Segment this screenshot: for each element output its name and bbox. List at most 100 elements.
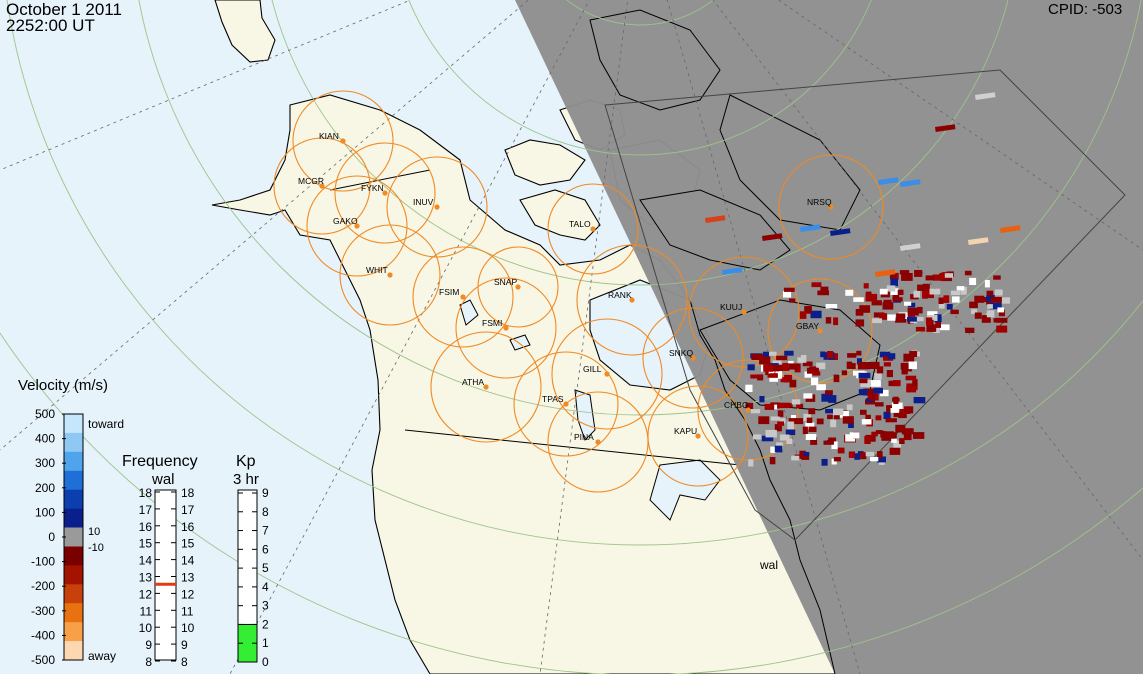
away-label: away — [88, 649, 116, 663]
land-island-north-1 — [504, 139, 586, 186]
fov-ring-whit — [339, 224, 441, 326]
station-dot-snap — [515, 284, 521, 290]
frequency-tick-right: 15 — [181, 537, 195, 551]
frequency-tick-right: 9 — [181, 638, 188, 652]
velocity-tick-label: -100 — [31, 555, 55, 569]
velocity-tick-label: -300 — [31, 604, 55, 618]
cpid-label: CPID: -503 — [1048, 1, 1123, 18]
station-dot-chbg — [745, 407, 751, 413]
velocity-scatter-cells — [705, 92, 1021, 467]
station-dot-tpas — [563, 401, 569, 407]
kp-tick-label: 9 — [262, 486, 269, 500]
velocity-tick-label: 100 — [35, 505, 55, 519]
map-time: 2252:00 UT — [6, 16, 95, 35]
station-label: FSMI — [482, 318, 502, 328]
velocity-colorbar — [63, 413, 84, 661]
frequency-legend-radar: wal — [151, 471, 175, 488]
frequency-tick-left: 11 — [140, 604, 153, 618]
kp-ticks: 9 8 7 6 5 4 3 2 1 0 — [238, 486, 269, 669]
radar-name-label: wal — [759, 558, 778, 572]
frequency-tick-left: 17 — [139, 503, 153, 517]
station-dot-fsim — [460, 294, 466, 300]
kp-tick-label: 8 — [262, 505, 269, 519]
station-dot-kapu — [695, 433, 701, 439]
station-label: FSIM — [439, 287, 459, 297]
fov-ring-tpas — [513, 351, 619, 457]
kp-tick-label: 3 — [262, 599, 269, 613]
station-label: KIAN — [319, 131, 339, 141]
great-bear-lake — [459, 299, 479, 326]
station-label: GILL — [583, 364, 602, 374]
frequency-tick-left: 18 — [139, 486, 153, 500]
fov-ring-mcgr — [273, 137, 371, 235]
fov-ring-chbg — [697, 359, 799, 461]
station-fov-rings — [273, 90, 884, 493]
frequency-tick-right: 13 — [181, 571, 195, 585]
frequency-legend: Frequency wal 18 18 17 17 16 16 15 15 14 14 13 13 12… — [122, 453, 198, 669]
nightside-shading — [515, 0, 1143, 674]
velocity-tick-label: 400 — [35, 432, 55, 446]
station-label: ATHA — [462, 377, 484, 387]
station-label: MCGR — [298, 176, 324, 186]
kp-legend-period: 3 hr — [233, 471, 259, 488]
station-dot-snkq — [690, 355, 696, 361]
station-label: FYKN — [361, 183, 384, 193]
velocity-tick-label: 200 — [35, 481, 55, 495]
velocity-tick-label: 500 — [35, 407, 55, 421]
fov-ring-kian — [292, 90, 394, 192]
station-dot-gako — [354, 223, 360, 229]
kp-tick-label: 4 — [262, 580, 269, 594]
frequency-tick-right: 14 — [181, 554, 195, 568]
station-label: NRSQ — [807, 197, 832, 207]
land-island-victoria — [519, 189, 601, 241]
fov-ring-fsim — [412, 246, 514, 348]
kp-tick-label: 6 — [262, 542, 269, 556]
station-label: TPAS — [542, 394, 564, 404]
fov-ring-rank — [576, 244, 688, 356]
station-label: GAKO — [333, 216, 358, 226]
toward-label: toward — [88, 417, 124, 431]
velocity-tick-label: -200 — [31, 579, 55, 593]
lake-winnipeg — [574, 389, 596, 441]
station-dot-gill — [604, 371, 610, 377]
station-dot-rank — [629, 297, 635, 303]
frequency-tick-left: 15 — [139, 537, 153, 551]
velocity-legend: Velocity (m/s) 500 400 300 200 100 0 -100 -200 -… — [18, 377, 124, 667]
velocity-tick-label: 0 — [48, 530, 55, 544]
frequency-tick-left: 14 — [139, 554, 153, 568]
fov-ring-gako — [306, 175, 408, 277]
station-dot-pina — [595, 439, 601, 445]
station-dot-fykn — [382, 190, 388, 196]
frequency-tick-right: 18 — [181, 486, 195, 500]
kp-tick-label: 5 — [262, 561, 269, 575]
fov-ring-talo — [547, 183, 639, 275]
kp-tick-label: 0 — [262, 655, 269, 669]
frequency-tick-right: 17 — [181, 503, 195, 517]
frequency-tick-left: 10 — [139, 621, 153, 635]
velocity-tick-label: 300 — [35, 456, 55, 470]
frequency-tick-left: 8 — [145, 655, 152, 669]
frequency-tick-left: 9 — [145, 638, 152, 652]
station-dot-gbay — [817, 328, 823, 334]
station-dot-atha — [483, 384, 489, 390]
frequency-legend-title: Frequency — [122, 453, 198, 470]
frequency-box — [154, 489, 177, 661]
fov-ring-gbay — [767, 278, 873, 384]
station-label: SNAP — [494, 277, 517, 287]
kp-tick-label: 1 — [262, 636, 269, 650]
fov-ring-kuuj — [688, 256, 800, 368]
frequency-tick-right: 16 — [181, 520, 195, 534]
kp-legend: Kp 3 hr 9 8 7 6 5 4 3 2 1 0 — [233, 453, 269, 669]
station-label: TALO — [569, 219, 591, 229]
station-label: WHIT — [366, 265, 388, 275]
station-label: GBAY — [796, 321, 819, 331]
frequency-tick-right: 10 — [181, 621, 195, 635]
fov-ring-nrsq — [778, 154, 884, 260]
frequency-tick-left: 16 — [139, 520, 153, 534]
station-label: KUUJ — [720, 302, 742, 312]
frequency-tick-left: 13 — [139, 571, 153, 585]
great-slave-lake — [509, 334, 531, 351]
velocity-ticks: 500 400 300 200 100 0 -100 -200 -300 -400 -500 — [31, 407, 66, 667]
